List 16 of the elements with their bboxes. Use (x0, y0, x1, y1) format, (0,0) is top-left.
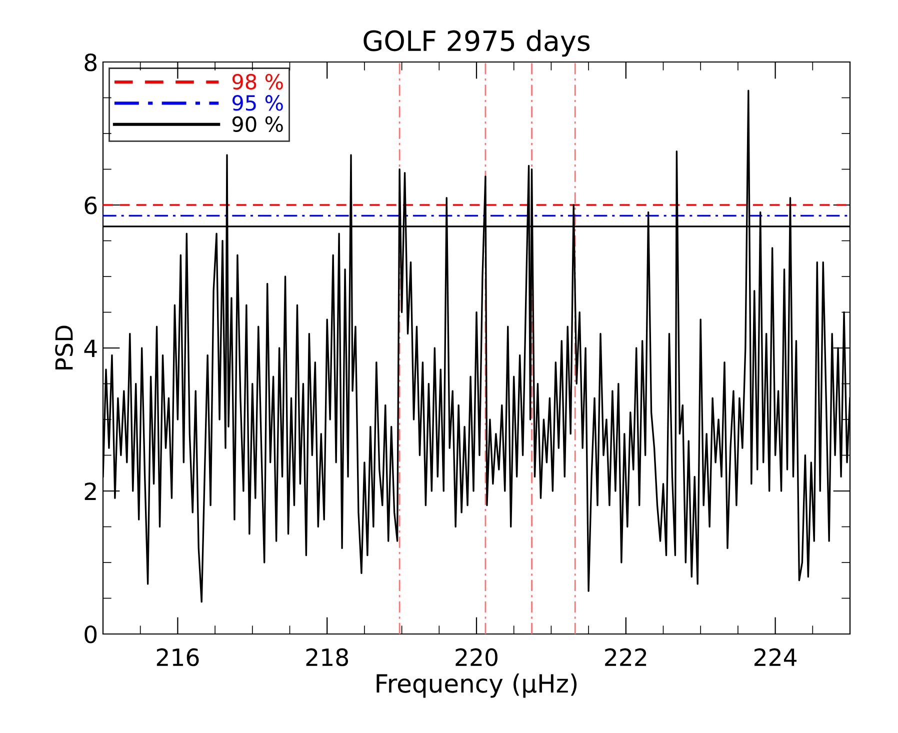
legend-label: 98 % (232, 74, 283, 90)
x-axis-title: Frequency (μHz) (376, 674, 577, 698)
x-tick-label: 224 (754, 648, 797, 666)
y-axis-title: PSD (55, 326, 73, 370)
y-tick-label: 8 (84, 53, 97, 72)
chart-title: GOLF 2975 days (364, 30, 590, 57)
y-tick-label: 4 (84, 340, 97, 357)
x-tick-label: 220 (456, 648, 498, 666)
legend-label: 95 % (232, 95, 283, 111)
x-tick-label: 216 (156, 648, 199, 666)
y-tick-label: 6 (84, 196, 97, 214)
y-tick-label: 0 (84, 625, 97, 644)
legend-label: 90 % (232, 116, 283, 132)
x-tick-label: 218 (306, 648, 348, 666)
x-tick-label: 222 (605, 648, 646, 666)
y-tick-label: 2 (84, 482, 96, 500)
